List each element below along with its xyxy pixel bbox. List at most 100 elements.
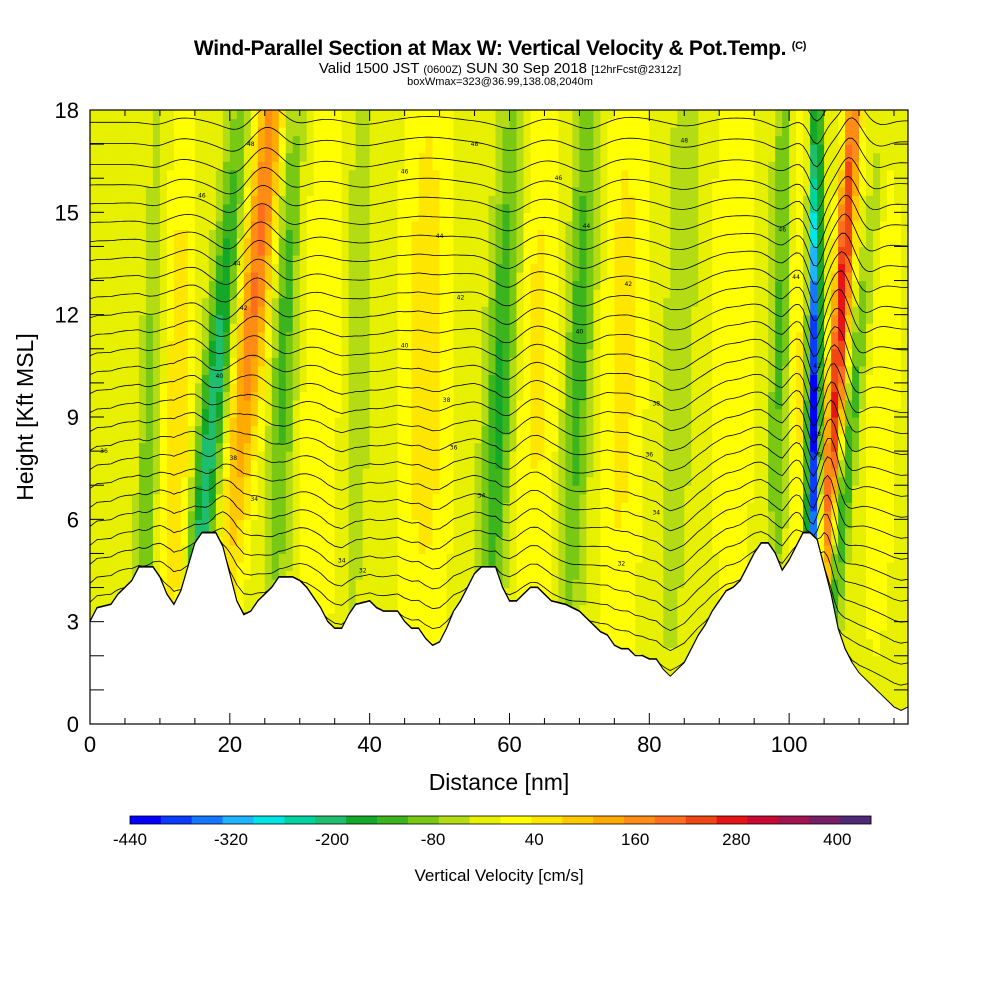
w-cell [411, 544, 420, 555]
w-cell [390, 365, 399, 375]
w-cell [362, 195, 371, 205]
w-cell [313, 561, 322, 572]
w-cell [397, 144, 406, 154]
w-cell [159, 254, 168, 265]
w-cell [355, 527, 364, 537]
w-cell [292, 297, 301, 307]
w-cell [327, 161, 336, 171]
w-cell [229, 331, 238, 341]
w-cell [467, 510, 476, 520]
w-cell [313, 459, 322, 469]
w-cell [383, 527, 392, 537]
w-cell [432, 254, 441, 265]
w-cell [173, 280, 182, 290]
w-cell [362, 587, 371, 597]
w-cell [117, 468, 126, 478]
w-cell [495, 468, 504, 478]
w-cell [166, 314, 175, 324]
w-cell [243, 144, 252, 154]
w-cell [222, 493, 231, 503]
w-cell [558, 118, 567, 128]
w-cell [460, 544, 469, 555]
w-cell [481, 272, 490, 282]
w-cell [341, 135, 350, 145]
w-cell [558, 144, 567, 154]
w-cell [117, 391, 126, 401]
w-cell [446, 110, 455, 120]
w-cell [397, 604, 406, 614]
w-cell [418, 220, 427, 230]
w-cell [131, 510, 140, 520]
w-cell [390, 272, 399, 282]
w-cell [180, 417, 189, 427]
w-cell [341, 399, 350, 410]
w-cell [390, 596, 399, 606]
w-cell [425, 604, 434, 614]
w-cell [278, 118, 287, 128]
w-cell [404, 417, 413, 427]
w-cell [180, 178, 189, 188]
w-cell [355, 544, 364, 555]
w-cell [292, 442, 301, 452]
w-cell [383, 544, 392, 555]
w-cell [90, 570, 98, 580]
w-cell [502, 178, 511, 188]
w-cell [103, 408, 112, 418]
w-cell [453, 476, 462, 486]
w-cell [187, 527, 196, 537]
w-cell [320, 178, 329, 188]
w-cell [173, 118, 182, 128]
w-cell [215, 442, 224, 452]
w-cell [544, 374, 553, 384]
w-cell [348, 485, 357, 495]
w-cell [180, 399, 189, 410]
w-cell [383, 229, 392, 239]
w-cell [243, 152, 252, 162]
w-cell [208, 229, 217, 239]
w-cell [152, 536, 161, 546]
w-cell [481, 451, 490, 461]
w-cell [516, 459, 525, 469]
w-cell [110, 399, 119, 410]
w-cell [145, 314, 154, 324]
w-cell [236, 459, 245, 469]
w-cell [355, 246, 364, 256]
w-cell [502, 357, 511, 367]
w-cell [397, 331, 406, 341]
w-cell [90, 425, 98, 435]
w-cell [257, 502, 266, 512]
w-cell [453, 536, 462, 546]
w-cell [404, 237, 413, 248]
w-cell [194, 323, 203, 333]
w-cell [117, 263, 126, 273]
w-cell [369, 152, 378, 162]
w-cell [439, 382, 448, 393]
w-cell [110, 527, 119, 537]
w-cell [208, 237, 217, 248]
w-cell [446, 425, 455, 435]
w-cell [390, 178, 399, 188]
w-cell [523, 391, 532, 401]
w-cell [509, 144, 518, 154]
w-cell [306, 451, 315, 461]
w-cell [467, 212, 476, 222]
w-cell [369, 596, 378, 606]
w-cell [495, 220, 504, 230]
w-cell [467, 365, 476, 375]
w-cell [173, 451, 182, 461]
w-cell [229, 425, 238, 435]
w-cell [516, 587, 525, 597]
w-cell [439, 544, 448, 555]
w-cell [397, 527, 406, 537]
w-cell [152, 527, 161, 537]
w-cell [369, 237, 378, 248]
w-cell [166, 536, 175, 546]
w-cell [390, 493, 399, 503]
w-cell [166, 399, 175, 410]
w-cell [243, 297, 252, 307]
w-cell [495, 570, 504, 580]
w-cell [425, 306, 434, 316]
w-cell [208, 391, 217, 401]
w-cell [320, 280, 329, 290]
w-cell [306, 502, 315, 512]
